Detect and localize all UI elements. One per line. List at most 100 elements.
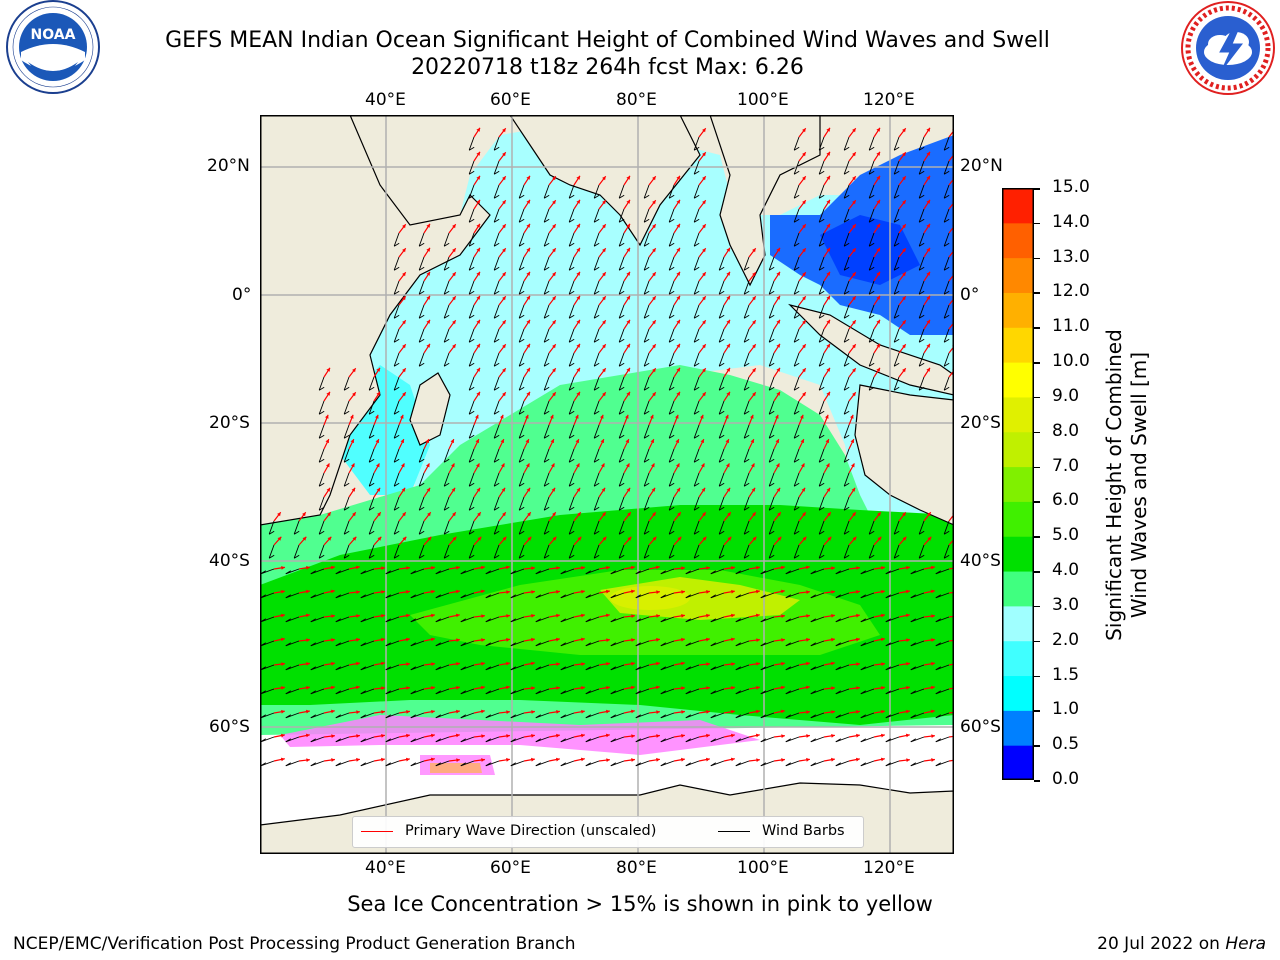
wind-barb-flag bbox=[718, 482, 725, 487]
wind-barb-flag bbox=[818, 290, 825, 295]
wind-barb bbox=[518, 208, 525, 223]
wave-arrow-head bbox=[752, 248, 756, 253]
wind-barb-flag bbox=[860, 618, 867, 623]
wave-arrow-head bbox=[902, 320, 906, 325]
wind-barb bbox=[843, 184, 850, 199]
wind-barb-flag bbox=[335, 642, 342, 647]
wind-barb-flag bbox=[468, 458, 475, 463]
wave-arrow-head bbox=[906, 709, 910, 714]
wind-barb-flag bbox=[685, 642, 692, 647]
wind-barb-flag bbox=[593, 194, 600, 199]
wind-barb-flag bbox=[743, 554, 750, 559]
wave-arrow-head bbox=[477, 536, 482, 541]
wave-arrow-head bbox=[456, 589, 460, 594]
wave-arrow-head bbox=[602, 224, 606, 229]
wind-barb-flag bbox=[835, 666, 842, 671]
wave-arrow-head bbox=[931, 661, 935, 666]
wind-barb bbox=[593, 352, 600, 367]
wind-barb bbox=[643, 376, 650, 391]
wind-barb bbox=[543, 304, 550, 319]
wave-arrow-head bbox=[931, 589, 935, 594]
wave-arrow-head bbox=[656, 710, 660, 714]
wind-barb bbox=[543, 280, 550, 295]
wind-barb bbox=[743, 448, 750, 463]
wind-barb-flag bbox=[618, 458, 625, 463]
wind-barb-flag bbox=[793, 170, 800, 175]
wave-arrow-head bbox=[525, 439, 529, 444]
wind-barb bbox=[643, 424, 650, 439]
wind-barb bbox=[693, 400, 700, 415]
wind-barb bbox=[393, 544, 400, 559]
footer-credit: NCEP/EMC/Verification Post Processing Pr… bbox=[13, 934, 576, 954]
wave-arrow-head bbox=[676, 487, 681, 492]
wind-barb-flag bbox=[718, 386, 725, 391]
wind-barb bbox=[768, 304, 775, 319]
wave-arrow-head bbox=[656, 734, 660, 738]
wind-barb-flag bbox=[360, 666, 367, 671]
wind-barb-flag bbox=[293, 554, 300, 559]
wind-barb-flag bbox=[710, 714, 717, 719]
wave-arrow-head bbox=[552, 344, 556, 349]
wave-arrow-head bbox=[926, 223, 930, 228]
wind-barb bbox=[568, 544, 575, 559]
wave-arrow-head bbox=[331, 758, 335, 762]
wind-barb bbox=[368, 400, 375, 415]
wind-barb bbox=[868, 208, 875, 223]
wind-barb-flag bbox=[918, 314, 925, 319]
wind-barb-flag bbox=[793, 386, 800, 391]
wind-barb-flag bbox=[393, 482, 400, 487]
wind-barb-flag bbox=[735, 570, 742, 575]
wind-barb bbox=[568, 304, 575, 319]
wind-barb bbox=[493, 400, 500, 415]
wave-arrow-head bbox=[576, 391, 580, 396]
wind-barb-flag bbox=[343, 482, 350, 487]
wave-arrow bbox=[948, 591, 954, 594]
wind-barb bbox=[693, 280, 700, 295]
wave-arrow-head bbox=[926, 367, 930, 372]
wave-arrow-head bbox=[676, 175, 680, 180]
wave-arrow-head bbox=[902, 128, 906, 133]
wave-arrow-head bbox=[902, 176, 906, 181]
wave-arrow-head bbox=[652, 200, 656, 205]
wind-barb-flag bbox=[918, 170, 925, 175]
wind-barb bbox=[643, 496, 650, 511]
wave-arrow-head bbox=[552, 536, 557, 541]
wind-barb-flag bbox=[493, 386, 500, 391]
wave-arrow-head bbox=[927, 512, 931, 517]
wind-barb-flag bbox=[468, 362, 475, 367]
wave-arrow bbox=[948, 615, 954, 618]
wave-arrow-head bbox=[602, 296, 606, 301]
wind-barb-flag bbox=[385, 642, 392, 647]
wave-arrow-head bbox=[851, 463, 855, 468]
wind-barb-flag bbox=[810, 738, 817, 743]
wind-barb-flag bbox=[435, 666, 442, 671]
wind-barb-flag bbox=[693, 554, 700, 559]
wind-barb-flag bbox=[585, 666, 592, 671]
wind-barb-flag bbox=[743, 434, 750, 439]
wind-barb bbox=[793, 472, 800, 487]
wind-barb-flag bbox=[468, 434, 475, 439]
wave-arrow-head bbox=[826, 295, 830, 300]
wind-barb-flag bbox=[943, 338, 950, 343]
wave-arrow-head bbox=[876, 223, 880, 228]
wave-arrow-head bbox=[831, 757, 835, 762]
colorbar-segment bbox=[1002, 292, 1034, 328]
wind-barb-flag bbox=[843, 170, 850, 175]
wave-arrow-head bbox=[806, 590, 810, 594]
wind-barb-flag bbox=[518, 242, 525, 247]
wind-barb bbox=[943, 136, 950, 151]
wind-barb-flag bbox=[435, 762, 442, 767]
wind-barb-flag bbox=[335, 738, 342, 743]
wind-barb-flag bbox=[660, 666, 667, 671]
wave-arrow-head bbox=[826, 463, 830, 468]
wind-barb-flag bbox=[535, 594, 542, 599]
wave-arrow-head bbox=[926, 151, 930, 156]
wind-barb-flag bbox=[393, 458, 400, 463]
wind-barb-flag bbox=[943, 266, 950, 271]
wind-barb bbox=[843, 208, 850, 223]
wave-arrow-head bbox=[356, 685, 360, 690]
wind-barb-flag bbox=[768, 506, 775, 511]
wind-barb bbox=[468, 232, 475, 247]
wind-barb-flag bbox=[510, 714, 517, 719]
wind-barb bbox=[343, 472, 350, 487]
